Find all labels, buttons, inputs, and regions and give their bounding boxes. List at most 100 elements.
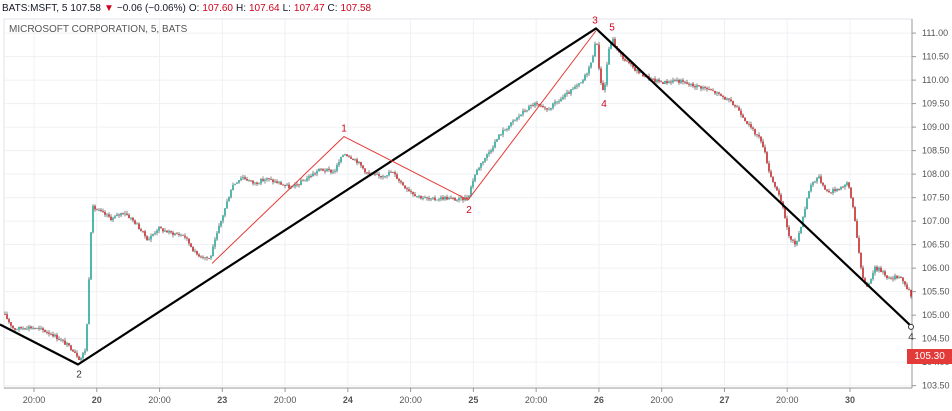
- candle-body: [300, 180, 302, 185]
- high-label: H:: [235, 2, 246, 14]
- candle-body: [412, 191, 414, 195]
- candle-body: [558, 101, 560, 102]
- candle-body: [700, 86, 702, 89]
- candle-body: [508, 125, 510, 130]
- candle-body: [852, 197, 854, 208]
- candle-body: [762, 141, 764, 148]
- candle-body: [602, 82, 604, 91]
- candle-body: [410, 191, 412, 192]
- candle-body: [398, 178, 400, 181]
- candle-body: [106, 214, 108, 216]
- candle-body: [340, 156, 342, 163]
- candle-body: [90, 232, 92, 280]
- candle-body: [438, 199, 440, 201]
- candle-body: [280, 182, 282, 185]
- candle-body: [72, 349, 74, 352]
- candle-body: [272, 179, 274, 183]
- end-marker: [908, 323, 914, 330]
- candle-body: [118, 214, 120, 216]
- candle-body: [238, 180, 240, 183]
- candle-body: [166, 230, 168, 233]
- candle-body: [10, 322, 12, 326]
- candle-body: [608, 48, 610, 65]
- candle-body: [336, 165, 338, 171]
- candle-body: [96, 209, 98, 211]
- candle-body: [134, 220, 136, 224]
- candle-body: [110, 216, 112, 220]
- candle-body: [874, 266, 876, 273]
- candle-body: [282, 184, 284, 186]
- candle-body: [250, 180, 252, 182]
- candle-body: [778, 190, 780, 195]
- last-price-tag: 105.30: [907, 349, 952, 364]
- candle-body: [828, 190, 830, 193]
- candle-body: [478, 167, 480, 171]
- candle-body: [456, 200, 458, 201]
- candle-body: [560, 98, 562, 102]
- candle-body: [844, 184, 846, 187]
- candle-body: [500, 134, 502, 136]
- candle-body: [836, 188, 838, 191]
- candle-body: [320, 168, 322, 170]
- candle-body: [848, 182, 850, 188]
- candle-body: [242, 177, 244, 179]
- candle-body: [896, 275, 898, 279]
- candle-body: [160, 227, 162, 229]
- candle-body: [734, 105, 736, 107]
- candle-body: [756, 134, 758, 136]
- candle-body: [764, 147, 766, 153]
- candle-body: [312, 173, 314, 177]
- x-tick-label: 20:00: [23, 395, 46, 405]
- candle-body: [692, 83, 694, 87]
- candle-body: [660, 81, 662, 83]
- candle-body: [510, 122, 512, 126]
- candle-body: [580, 82, 582, 84]
- candle-body: [314, 173, 316, 175]
- candle-body: [640, 72, 642, 74]
- candle-body: [182, 234, 184, 236]
- candle-body: [426, 197, 428, 199]
- candle-body: [776, 186, 778, 191]
- close-label: C:: [327, 2, 338, 14]
- candle-body: [176, 233, 178, 235]
- candle-body: [532, 105, 534, 107]
- candle-body: [430, 198, 432, 200]
- candle-body: [730, 99, 732, 102]
- candle-body: [98, 209, 100, 211]
- candle-body: [268, 178, 270, 180]
- candle-body: [892, 278, 894, 280]
- y-tick-label: 110.00: [922, 75, 949, 85]
- candle-body: [8, 319, 10, 323]
- candle-body: [502, 130, 504, 135]
- candle-body: [666, 81, 668, 84]
- candle-body: [712, 90, 714, 92]
- candle-body: [722, 95, 724, 98]
- candle-body: [632, 64, 634, 68]
- candle-body: [744, 117, 746, 122]
- open-value: 107.60: [202, 2, 233, 14]
- candle-body: [900, 277, 902, 278]
- candle-body: [540, 105, 542, 107]
- candle-body: [626, 60, 628, 62]
- candle-body: [860, 252, 862, 268]
- candle-body: [758, 134, 760, 137]
- candle-body: [180, 234, 182, 236]
- candle-body: [474, 174, 476, 182]
- candle-body: [396, 174, 398, 179]
- candle-body: [424, 197, 426, 199]
- candle-body: [302, 180, 304, 182]
- candle-body: [158, 227, 160, 231]
- candle-body: [806, 198, 808, 210]
- candle-body: [726, 98, 728, 100]
- candle-body: [326, 168, 328, 172]
- candle-body: [888, 277, 890, 279]
- candle-body: [654, 78, 656, 82]
- candle-body: [448, 197, 450, 200]
- candle-body: [832, 189, 834, 193]
- chart-subtitle: MICROSOFT CORPORATION, 5, BATS: [9, 24, 188, 35]
- y-tick-label: 106.00: [922, 263, 950, 273]
- candle-body: [846, 182, 848, 185]
- candle-body: [668, 81, 670, 84]
- candle-body: [742, 114, 744, 118]
